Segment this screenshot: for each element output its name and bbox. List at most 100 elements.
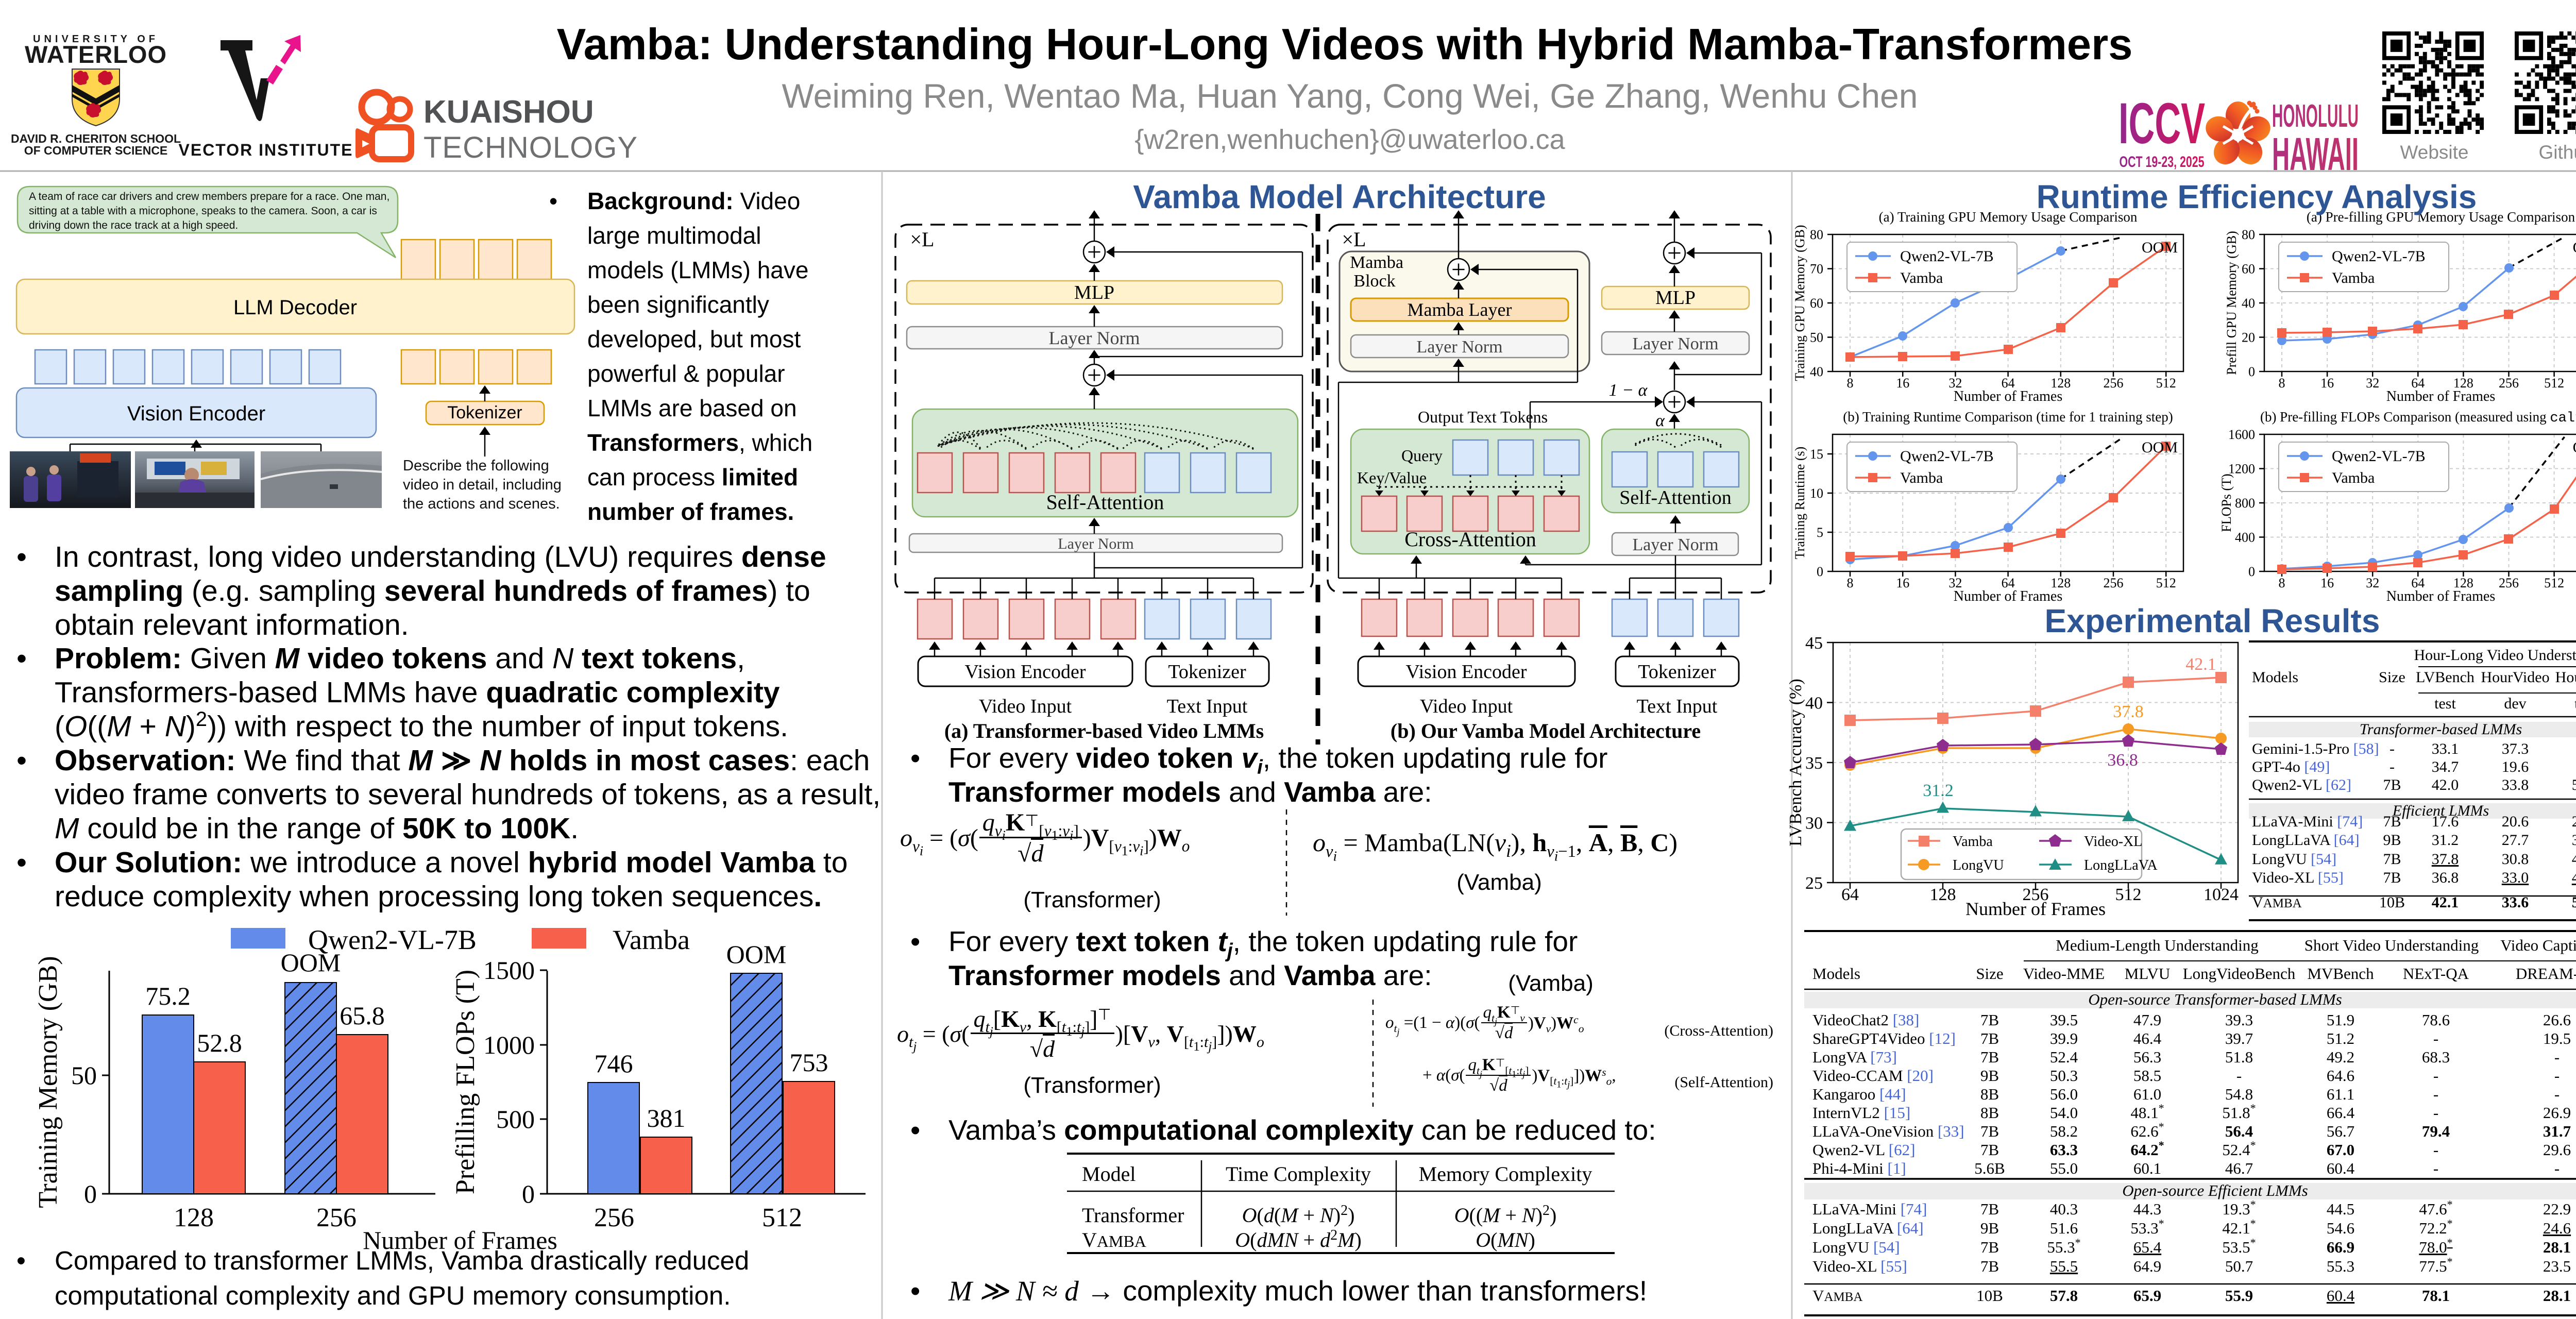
svg-text:57.8: 57.8 — [2050, 1287, 2078, 1305]
svg-text:1 − α: 1 − α — [1609, 381, 1648, 400]
svg-text:39.9: 39.9 — [2050, 1029, 2078, 1047]
svg-text:75.2: 75.2 — [145, 982, 191, 1010]
svg-text:36.8: 36.8 — [2432, 869, 2459, 886]
svg-text:InternVL2 [15]: InternVL2 [15] — [1812, 1104, 1910, 1122]
svg-text:44.5: 44.5 — [2327, 1200, 2354, 1218]
svg-text:61.1: 61.1 — [2327, 1085, 2354, 1103]
svg-text:128: 128 — [174, 1203, 214, 1232]
svg-text:-: - — [2236, 1067, 2242, 1085]
svg-text:-: - — [2433, 1141, 2438, 1159]
svg-text:128: 128 — [2050, 376, 2071, 391]
svg-text:LLaVA-OneVision [33]: LLaVA-OneVision [33] — [1812, 1122, 1964, 1140]
svg-text:128: 128 — [2453, 376, 2473, 391]
svg-text:(b) Pre-filling FLOPs Comparis: (b) Pre-filling FLOPs Comparison (measur… — [2260, 409, 2576, 426]
svg-text:26.6: 26.6 — [2543, 1011, 2571, 1029]
svg-text:HourVideo: HourVideo — [2481, 669, 2549, 686]
svg-text:25: 25 — [1805, 874, 1823, 893]
svg-text:Text Input: Text Input — [1637, 696, 1718, 717]
svg-text:Number of Frames: Number of Frames — [1965, 899, 2106, 919]
svg-text:800: 800 — [2235, 496, 2255, 511]
svg-text:5.6B: 5.6B — [1974, 1159, 2005, 1177]
svg-text:Hour-Long Video Understanding: Hour-Long Video Understanding — [2414, 647, 2576, 664]
svg-text:VAMBA: VAMBA — [2252, 894, 2302, 911]
svg-text:42.0: 42.0 — [2432, 776, 2459, 793]
svg-text:(a) Pre-filling GPU Memory Usa: (a) Pre-filling GPU Memory Usage Compari… — [2307, 209, 2575, 225]
svg-text:1500: 1500 — [483, 956, 535, 985]
svg-text:46.7: 46.7 — [2225, 1159, 2253, 1177]
svg-text:(b) Training Runtime Compariso: (b) Training Runtime Comparison (time fo… — [1843, 409, 2173, 425]
svg-text:32: 32 — [2366, 376, 2379, 391]
svg-text:34.7: 34.7 — [2432, 758, 2459, 775]
svg-text:Video Captioning: Video Captioning — [2500, 936, 2576, 954]
svg-text:7B: 7B — [2383, 813, 2401, 830]
svg-text:1600: 1600 — [2228, 427, 2255, 442]
svg-text:Vamba: Vamba — [2332, 469, 2375, 486]
svg-text:49.2: 49.2 — [2327, 1048, 2354, 1066]
svg-text:50: 50 — [1810, 330, 1823, 345]
svg-text:27.7: 27.7 — [2502, 832, 2529, 849]
svg-text:test: test — [2434, 695, 2456, 712]
svg-text:-: - — [2433, 1085, 2438, 1103]
svg-text:Video-XL [55]: Video-XL [55] — [2252, 869, 2344, 886]
svg-text:500: 500 — [496, 1105, 535, 1134]
svg-text:Text Input: Text Input — [1167, 696, 1248, 717]
svg-text:512: 512 — [2115, 885, 2142, 904]
svg-text:Block: Block — [1353, 272, 1395, 291]
svg-text:LongVU: LongVU — [1953, 857, 2004, 873]
svg-text:128: 128 — [2050, 576, 2071, 590]
svg-text:80: 80 — [2242, 227, 2255, 242]
svg-text:53.5*: 53.5* — [2222, 1236, 2256, 1256]
svg-text:50.7: 50.7 — [2225, 1257, 2253, 1275]
svg-text:256: 256 — [594, 1203, 634, 1232]
svg-text:VAMBA: VAMBA — [1082, 1228, 1146, 1252]
svg-text:52.8: 52.8 — [197, 1028, 242, 1057]
svg-text:30.8: 30.8 — [2502, 851, 2529, 868]
svg-text:GPT-4o [49]: GPT-4o [49] — [2252, 758, 2330, 775]
svg-text:HAWAII: HAWAII — [2272, 129, 2359, 180]
svg-text:37.3: 37.3 — [2502, 740, 2529, 757]
svg-text:55.5: 55.5 — [2050, 1257, 2078, 1275]
svg-text:LLaVA-Mini [74]: LLaVA-Mini [74] — [1812, 1200, 1927, 1218]
svg-text:OOM: OOM — [726, 940, 787, 969]
svg-text:37.8: 37.8 — [2432, 851, 2459, 868]
svg-text:56.7: 56.7 — [2327, 1122, 2354, 1140]
svg-text:-: - — [2554, 1067, 2560, 1085]
svg-text:40.3: 40.3 — [2050, 1200, 2078, 1218]
svg-text:O(dMN + d2M): O(dMN + d2M) — [1235, 1227, 1361, 1252]
svg-text:37.8: 37.8 — [2113, 702, 2144, 721]
svg-text:44.3: 44.3 — [2133, 1200, 2161, 1218]
svg-text:Qwen2-VL [62]: Qwen2-VL [62] — [2252, 776, 2351, 793]
svg-text:ICCV: ICCV — [2119, 91, 2205, 156]
svg-text:65.4: 65.4 — [2133, 1238, 2162, 1256]
svg-text:×L: ×L — [910, 228, 935, 251]
svg-text:1000: 1000 — [483, 1030, 535, 1059]
svg-text:32: 32 — [2366, 576, 2379, 590]
svg-text:Memory Complexity: Memory Complexity — [1419, 1162, 1592, 1186]
svg-text:7B: 7B — [2383, 776, 2401, 793]
svg-text:Vamba: Vamba — [1900, 469, 1943, 486]
svg-text:Qwen2-VL-7B: Qwen2-VL-7B — [308, 924, 477, 955]
svg-text:-: - — [2433, 1159, 2438, 1177]
svg-text:62.6*: 62.6* — [2130, 1120, 2164, 1140]
svg-text:19.6: 19.6 — [2502, 758, 2529, 775]
svg-text:56.0: 56.0 — [2050, 1085, 2078, 1103]
svg-text:19.5: 19.5 — [2543, 1029, 2571, 1047]
svg-text:50.7: 50.7 — [2572, 894, 2576, 911]
svg-text:61.0: 61.0 — [2133, 1085, 2161, 1103]
svg-text:58.2: 58.2 — [2050, 1122, 2078, 1140]
svg-text:55.3: 55.3 — [2327, 1257, 2354, 1275]
svg-text:MLVU: MLVU — [2125, 965, 2170, 983]
svg-text:Models: Models — [2252, 669, 2298, 686]
svg-text:39.5: 39.5 — [2050, 1011, 2078, 1029]
svg-text:Cross-Attention: Cross-Attention — [1404, 528, 1536, 551]
svg-text:78.1: 78.1 — [2422, 1287, 2450, 1305]
svg-text:28.1: 28.1 — [2543, 1287, 2571, 1305]
svg-text:47.1: 47.1 — [2572, 869, 2576, 886]
svg-text:65.8: 65.8 — [340, 1001, 385, 1030]
svg-text:OCT 19-23, 2025: OCT 19-23, 2025 — [2120, 154, 2205, 171]
svg-text:OF COMPUTER SCIENCE: OF COMPUTER SCIENCE — [24, 144, 168, 157]
svg-text:7B: 7B — [1980, 1029, 1999, 1047]
svg-text:Gemini-1.5-Pro [58]: Gemini-1.5-Pro [58] — [2252, 740, 2379, 757]
svg-text:Model: Model — [1082, 1162, 1136, 1186]
svg-text:512: 512 — [762, 1203, 802, 1232]
